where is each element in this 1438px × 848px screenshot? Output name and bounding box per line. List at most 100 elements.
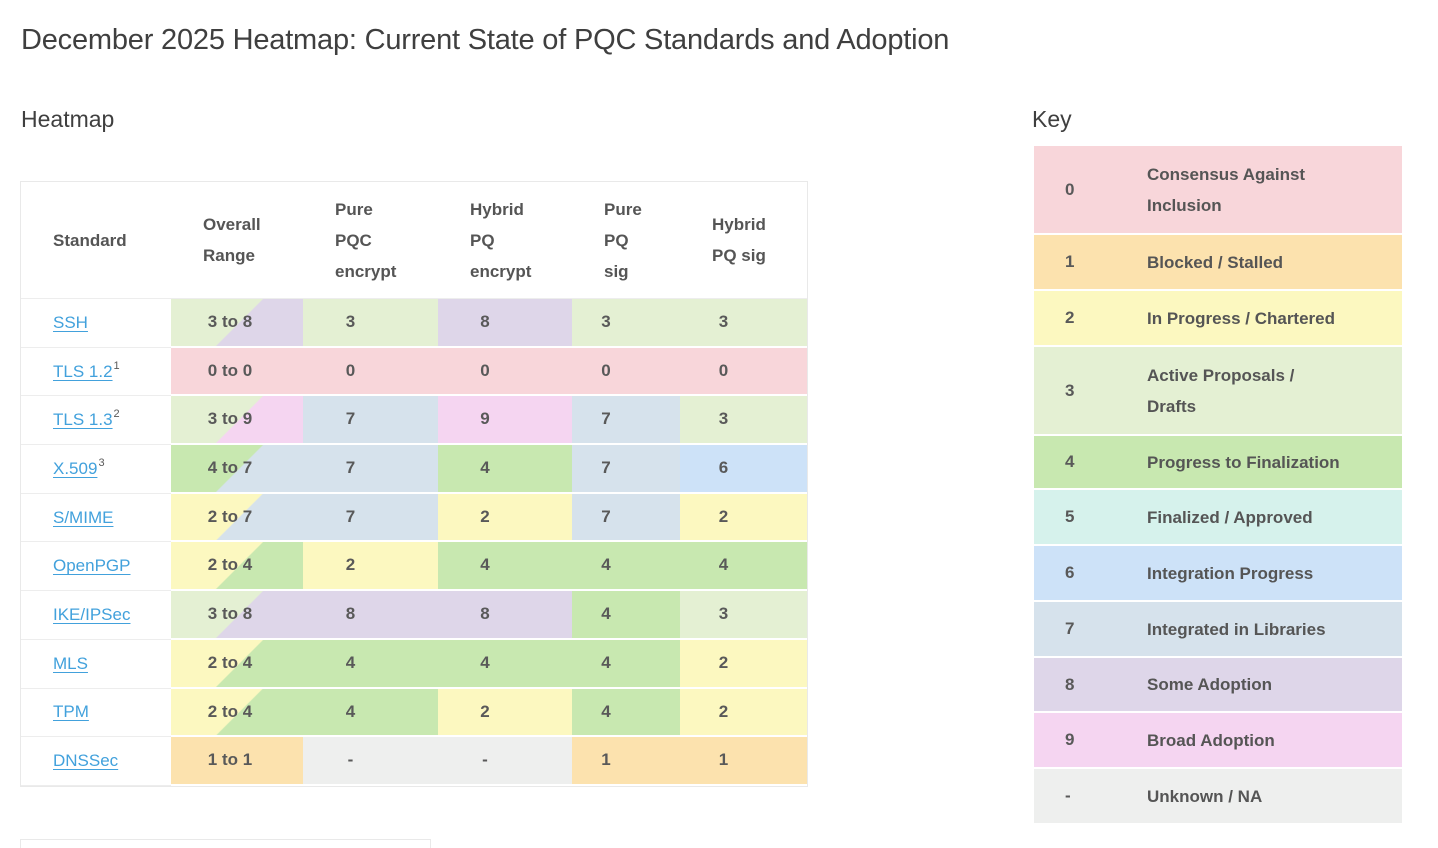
- key-value-cell: 4: [1034, 436, 1147, 488]
- next-section-stub: [20, 839, 431, 848]
- standard-link-ssh[interactable]: SSH: [53, 312, 88, 332]
- key-value-cell: 9: [1034, 713, 1147, 767]
- heatmap-cell: 3: [303, 299, 438, 348]
- table-row-label: OpenPGP: [21, 542, 171, 592]
- key-value-cell: 1: [1034, 235, 1147, 289]
- heatmap-cell: 8: [438, 591, 572, 640]
- table-row-label: TPM: [21, 688, 171, 738]
- heatmap-cell-range: 2 to 4: [171, 542, 303, 592]
- heatmap-cell-range: 2 to 4: [171, 688, 303, 738]
- footnote-marker: 3: [98, 456, 105, 469]
- key-value-cell: 5: [1034, 490, 1147, 544]
- table-row-label: SSH: [21, 299, 171, 348]
- heatmap-cell: 4: [303, 639, 438, 689]
- heatmap-cell: -: [303, 737, 438, 786]
- heatmap-cell: 7: [572, 493, 680, 543]
- heatmap-cell: 2: [680, 639, 807, 689]
- column-header-standard: Standard: [21, 182, 171, 299]
- key-label-cell: In Progress / Chartered: [1147, 291, 1402, 345]
- table-row-label: MLS: [21, 639, 171, 689]
- heatmap-cell: 0: [303, 347, 438, 397]
- heatmap-cell: 9: [438, 396, 572, 446]
- heatmap-cell: 0: [680, 347, 807, 397]
- key-label-cell: Progress to Finalization: [1147, 436, 1402, 488]
- heatmap-cell-range: 1 to 1: [171, 737, 303, 786]
- column-header-overall-range: Overall Range: [171, 182, 303, 299]
- key-label-cell: Finalized / Approved: [1147, 490, 1402, 544]
- heatmap-cell: 4: [572, 639, 680, 689]
- heatmap-cell: 7: [572, 396, 680, 446]
- heatmap-cell: 3: [680, 591, 807, 640]
- standard-link-openpgp[interactable]: OpenPGP: [53, 556, 131, 576]
- heatmap-cell: 2: [438, 688, 572, 738]
- key-label-cell: Blocked / Stalled: [1147, 235, 1402, 289]
- key-value-cell: 7: [1034, 602, 1147, 656]
- heatmap-cell: 3: [680, 299, 807, 348]
- standard-link-dnssec[interactable]: DNSSec: [53, 751, 119, 771]
- key-value-cell: 0: [1034, 146, 1147, 233]
- heatmap-cell-range: 3 to 8: [171, 591, 303, 640]
- column-header-hybrid-pq-encrypt: Hybrid PQ encrypt: [438, 182, 572, 299]
- heatmap-cell-range: 0 to 0: [171, 347, 303, 397]
- heatmap-table: Standard Overall Range Pure PQC encrypt …: [20, 181, 808, 787]
- key-label-cell: Unknown / NA: [1147, 769, 1402, 823]
- heatmap-cell: 1: [680, 737, 807, 786]
- heatmap-cell-range: 2 to 4: [171, 639, 303, 689]
- heatmap-cell: 2: [680, 688, 807, 738]
- heatmap-section-title: Heatmap: [21, 106, 115, 132]
- key-label-cell: Integrated in Libraries: [1147, 602, 1402, 656]
- standard-link-ike-ipsec[interactable]: IKE/IPSec: [53, 604, 131, 624]
- heatmap-cell: 7: [303, 493, 438, 543]
- heatmap-cell-range: 4 to 7: [171, 445, 303, 494]
- heatmap-cell: 4: [438, 542, 572, 592]
- heatmap-cell: 8: [438, 299, 572, 348]
- column-header-pure-pq-sig: Pure PQ sig: [572, 182, 680, 299]
- key-label-cell: Some Adoption: [1147, 658, 1402, 711]
- heatmap-cell: -: [438, 737, 572, 786]
- heatmap-cell: 0: [572, 347, 680, 397]
- table-row-label: DNSSec: [21, 737, 171, 786]
- heatmap-cell: 6: [680, 445, 807, 494]
- table-row-label: S/MIME: [21, 493, 171, 543]
- heatmap-cell: 3: [572, 299, 680, 348]
- heatmap-cell: 4: [438, 445, 572, 494]
- key-label-cell: Broad Adoption: [1147, 713, 1402, 767]
- heatmap-cell: 4: [438, 639, 572, 689]
- key-label-cell: Integration Progress: [1147, 546, 1402, 600]
- heatmap-cell: 2: [680, 493, 807, 543]
- standard-link-smime[interactable]: S/MIME: [53, 507, 114, 527]
- column-header-pure-pqc-encrypt: Pure PQC encrypt: [303, 182, 438, 299]
- column-header-hybrid-pq-sig: Hybrid PQ sig: [680, 182, 807, 299]
- standard-link-tpm[interactable]: TPM: [53, 702, 89, 722]
- table-row-label: X.509 3: [21, 445, 171, 494]
- heatmap-cell-range: 2 to 7: [171, 493, 303, 543]
- heatmap-cell: 2: [438, 493, 572, 543]
- key-value-cell: -: [1034, 769, 1147, 823]
- standard-link-x509[interactable]: X.509: [53, 458, 98, 478]
- standard-link-tls13[interactable]: TLS 1.3: [53, 410, 113, 430]
- key-value-cell: 6: [1034, 546, 1147, 600]
- footnote-marker: 1: [113, 359, 120, 372]
- key-value-cell: 3: [1034, 347, 1147, 434]
- heatmap-cell: 4: [572, 542, 680, 592]
- heatmap-cell: 4: [303, 688, 438, 738]
- heatmap-cell-range: 3 to 9: [171, 396, 303, 446]
- heatmap-cell: 7: [572, 445, 680, 494]
- heatmap-cell: 0: [438, 347, 572, 397]
- standard-link-tls12[interactable]: TLS 1.2: [53, 361, 113, 381]
- footnote-marker: 2: [113, 408, 120, 421]
- standard-link-mls[interactable]: MLS: [53, 653, 88, 673]
- key-label-cell: Consensus Against Inclusion: [1147, 146, 1402, 233]
- heatmap-cell: 4: [572, 591, 680, 640]
- key-label-cell: Active Proposals / Drafts: [1147, 347, 1402, 434]
- heatmap-cell: 3: [680, 396, 807, 446]
- key-section-title: Key: [1032, 106, 1072, 132]
- heatmap-cell: 2: [303, 542, 438, 592]
- key-value-cell: 2: [1034, 291, 1147, 345]
- heatmap-cell: 4: [572, 688, 680, 738]
- heatmap-cell: 7: [303, 396, 438, 446]
- heatmap-cell-range: 3 to 8: [171, 299, 303, 348]
- table-row-label: TLS 1.3 2: [21, 396, 171, 446]
- table-row-label: TLS 1.2 1: [21, 347, 171, 397]
- key-table: 0 Consensus Against Inclusion 1 Blocked …: [1034, 146, 1402, 823]
